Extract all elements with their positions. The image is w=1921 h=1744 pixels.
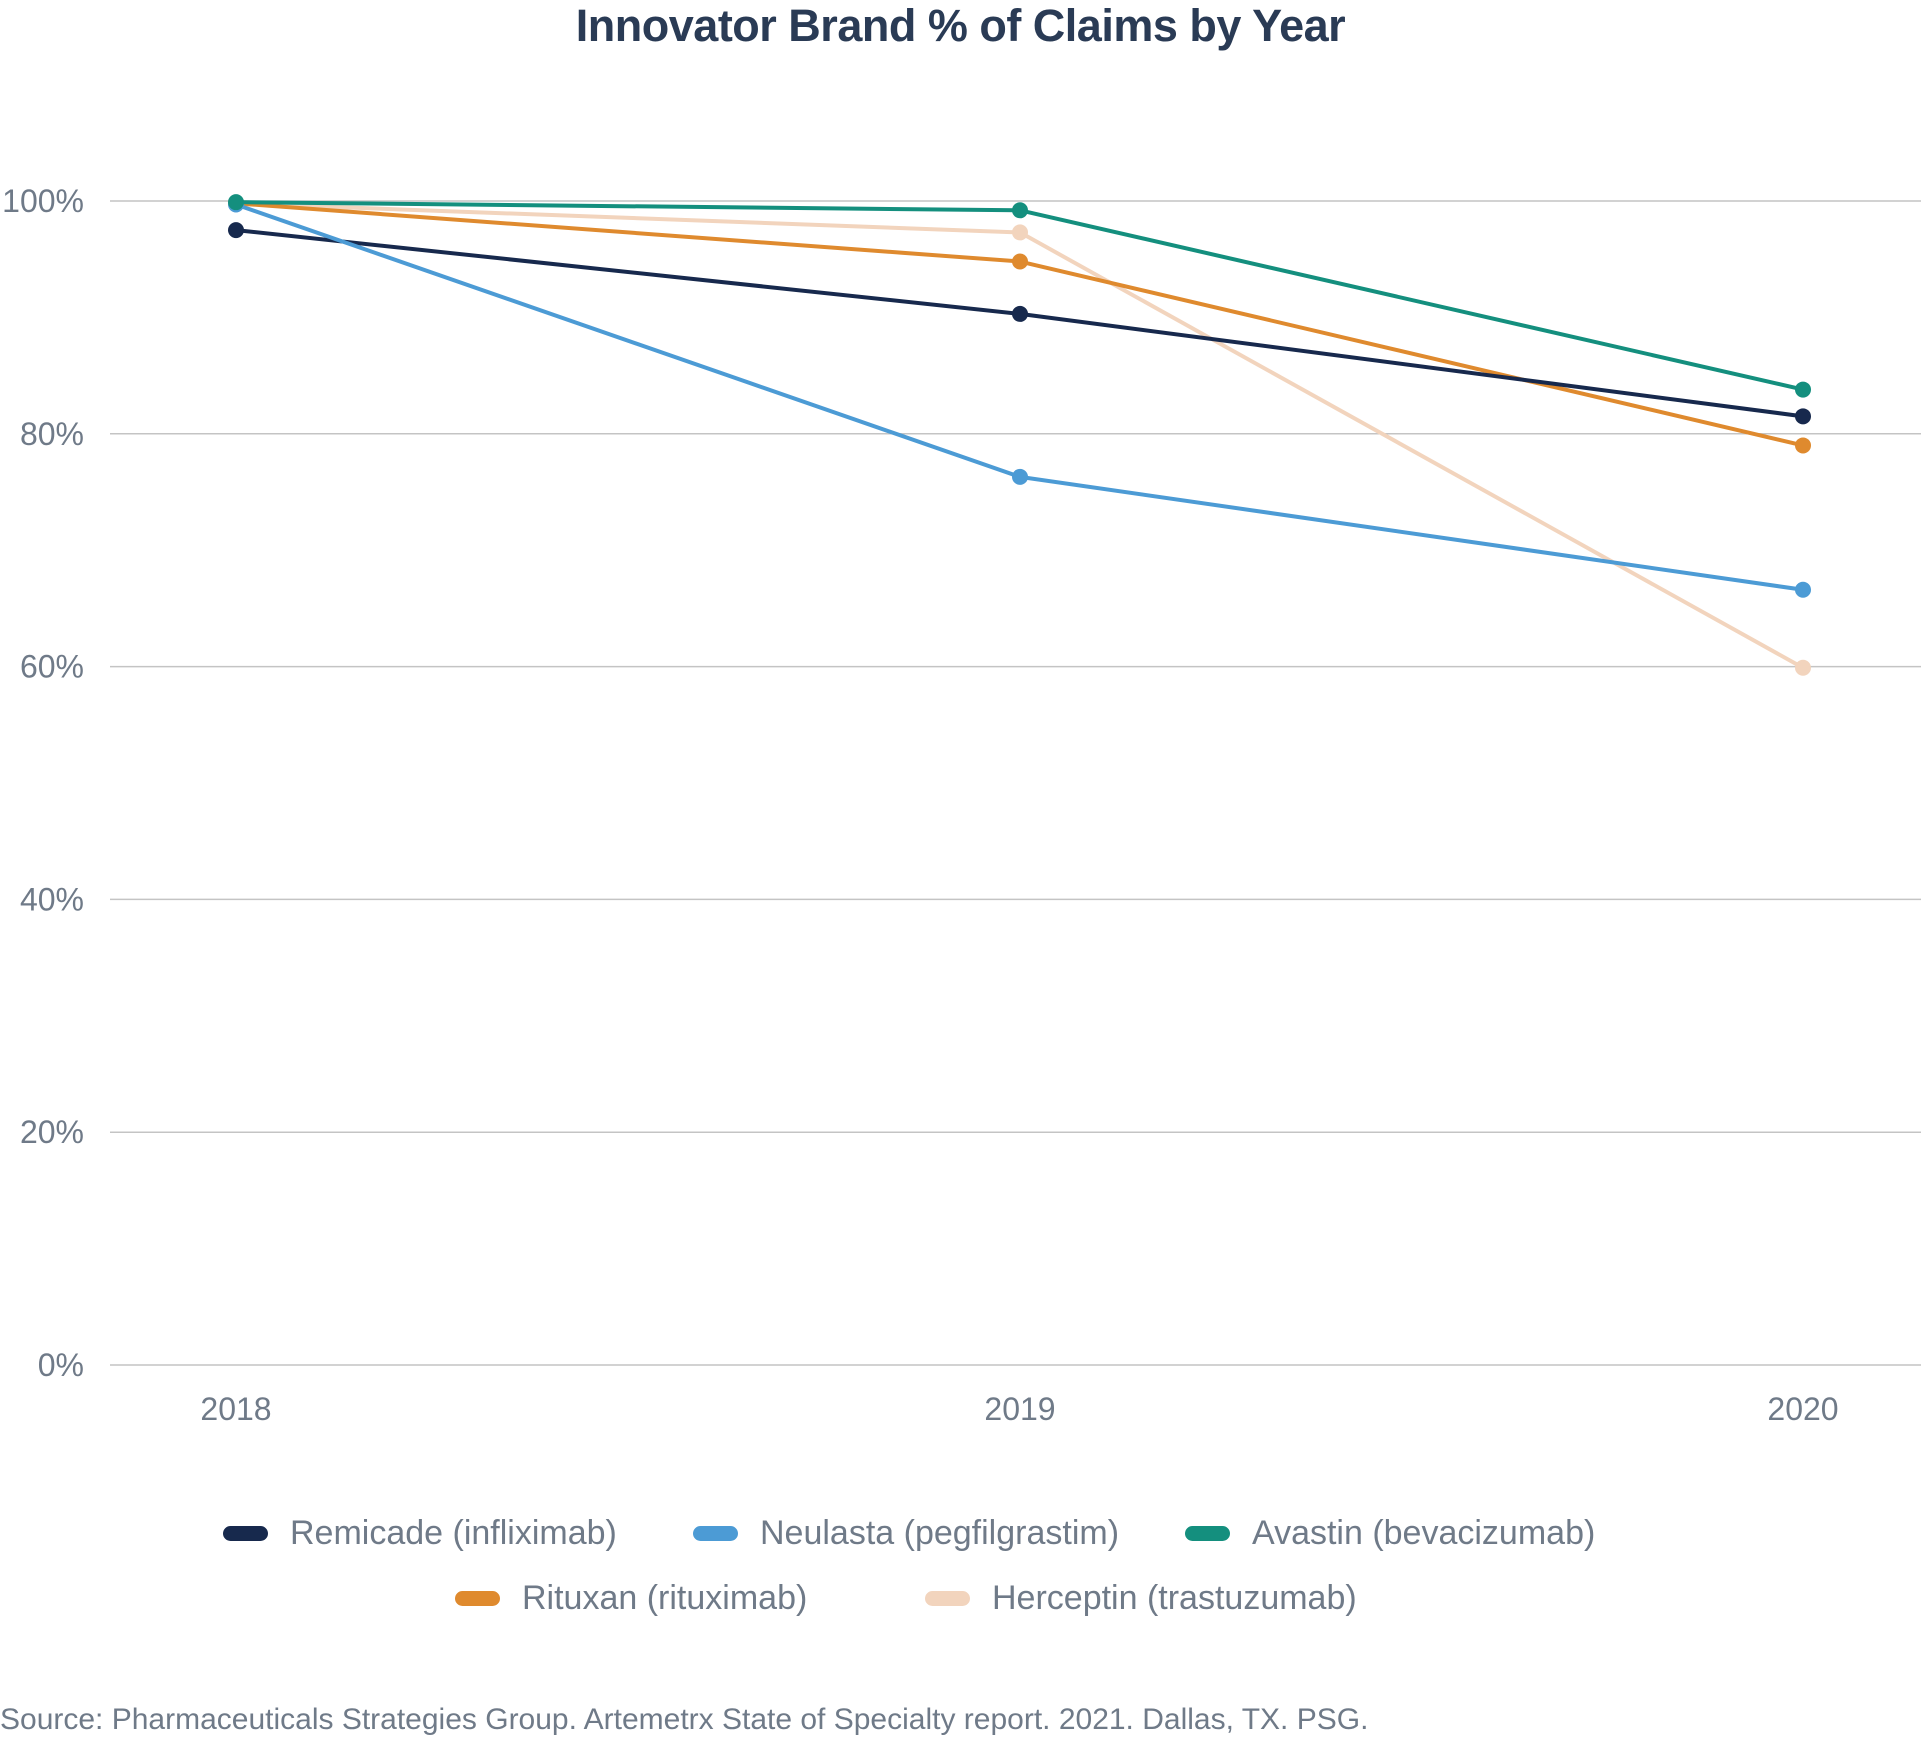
- legend-swatch-rituxan: [455, 1590, 500, 1606]
- legend-item-remicade[interactable]: Remicade (infliximab): [223, 1508, 617, 1558]
- legend-label-neulasta: Neulasta (pegfilgrastim): [760, 1513, 1120, 1552]
- data-point-herceptin[interactable]: [1012, 224, 1028, 241]
- legend-label-remicade: Remicade (infliximab): [290, 1513, 617, 1552]
- data-point-rituxan[interactable]: [1795, 437, 1811, 454]
- gridlines: [110, 200, 1921, 1366]
- y-tick-label: 80%: [20, 416, 84, 452]
- series-remicade: [228, 222, 1811, 425]
- x-tick-label: 2018: [200, 1391, 271, 1427]
- data-point-remicade[interactable]: [1012, 305, 1028, 322]
- legend-swatch-remicade: [223, 1525, 268, 1541]
- data-point-rituxan[interactable]: [1012, 253, 1028, 270]
- chart-title: Innovator Brand % of Claims by Year: [575, 0, 1346, 51]
- legend-label-rituxan: Rituxan (rituximab): [522, 1578, 808, 1617]
- x-tick-label: 2020: [1767, 1391, 1838, 1427]
- legend-label-avastin: Avastin (bevacizumab): [1252, 1513, 1596, 1552]
- data-point-remicade[interactable]: [228, 222, 244, 239]
- legend-swatch-avastin: [1185, 1525, 1230, 1541]
- series-line-herceptin: [234, 201, 1805, 670]
- data-point-avastin[interactable]: [228, 194, 244, 211]
- source-note: Source: Pharmaceuticals Strategies Group…: [0, 1703, 1369, 1736]
- y-tick-label: 60%: [20, 649, 84, 685]
- legend-swatch-herceptin: [925, 1590, 970, 1606]
- data-point-neulasta[interactable]: [1795, 581, 1811, 598]
- legend-item-avastin[interactable]: Avastin (bevacizumab): [1185, 1508, 1595, 1558]
- legend-swatch-neulasta: [693, 1525, 738, 1541]
- y-axis-ticks: 0% 20% 40% 60% 80% 100%: [2, 183, 84, 1383]
- y-tick-label: 20%: [20, 1114, 84, 1150]
- x-tick-label: 2019: [984, 1391, 1055, 1427]
- y-tick-label: 40%: [20, 881, 84, 917]
- y-tick-label: 0%: [38, 1347, 84, 1383]
- legend-item-neulasta[interactable]: Neulasta (pegfilgrastim): [693, 1508, 1119, 1558]
- x-axis-ticks: 2018 2019 2020: [200, 1391, 1838, 1427]
- data-point-avastin[interactable]: [1012, 202, 1028, 219]
- data-point-neulasta[interactable]: [1012, 468, 1028, 485]
- data-point-herceptin[interactable]: [1795, 659, 1811, 676]
- y-tick-label: 100%: [2, 183, 84, 219]
- legend-item-herceptin[interactable]: Herceptin (trastuzumab): [925, 1573, 1357, 1623]
- series-avastin: [228, 194, 1811, 398]
- data-point-remicade[interactable]: [1795, 408, 1811, 425]
- legend-item-rituxan[interactable]: Rituxan (rituximab): [455, 1573, 807, 1623]
- data-point-avastin[interactable]: [1795, 381, 1811, 398]
- legend-label-herceptin: Herceptin (trastuzumab): [992, 1578, 1357, 1617]
- series-lines: [228, 194, 1811, 676]
